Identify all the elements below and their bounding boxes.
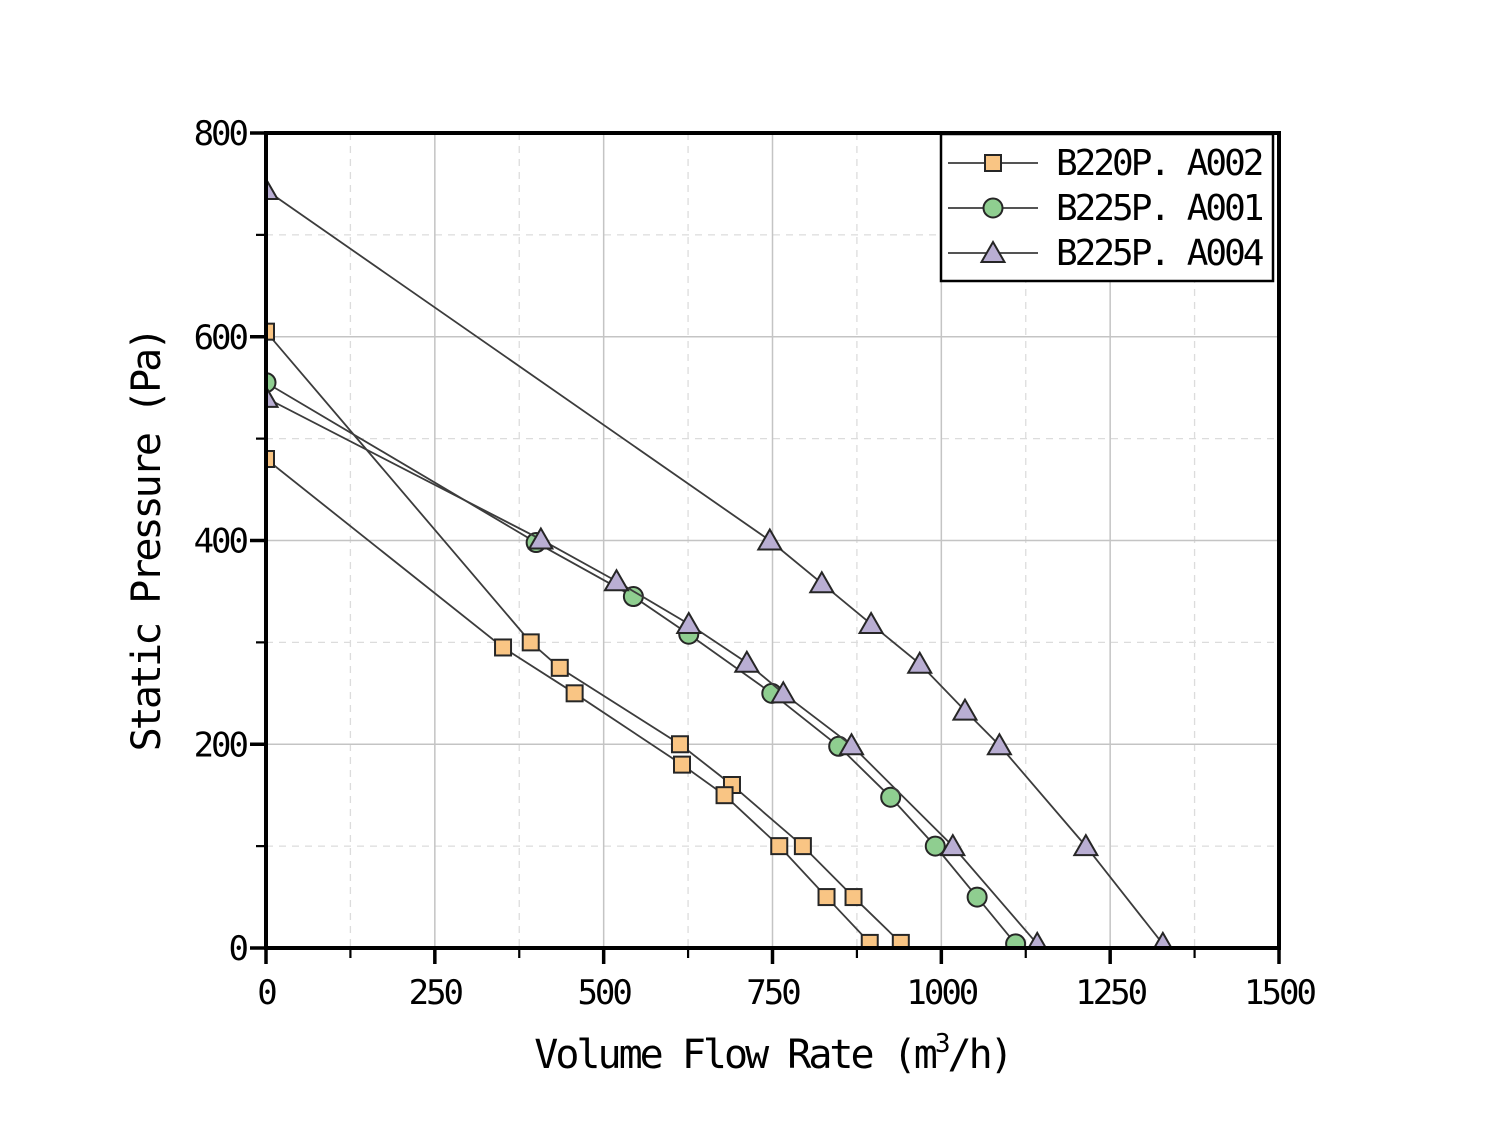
triangle-marker: [857, 611, 885, 635]
legend-label-b220p-a002: B220P. A002: [1056, 143, 1262, 184]
x-tick-label-500: 500: [577, 973, 631, 1013]
legend-entry-b225p-a001: B225P. A001: [948, 188, 1266, 229]
circle-marker: [880, 786, 902, 808]
circle-marker: [266, 372, 277, 394]
triangle-marker: [808, 570, 836, 594]
y-tick-label-800: 800: [194, 114, 248, 154]
circle-marker: [924, 835, 946, 857]
series-layer: [266, 177, 1173, 948]
x-tick-label-0: 0: [257, 973, 276, 1013]
circle-marker: [1005, 933, 1027, 948]
y-tick-label-400: 400: [194, 522, 248, 562]
triangle-marker: [1072, 833, 1100, 857]
triangle-marker: [675, 611, 702, 635]
triangle-marker: [266, 384, 280, 408]
triangle-marker: [603, 568, 630, 592]
series-b220p-a002: [266, 322, 910, 948]
triangle-marker: [1153, 930, 1173, 948]
circle-marker: [982, 197, 1004, 219]
x-tick-label-750: 750: [746, 973, 800, 1013]
x-tick-label-1000: 1000: [906, 973, 977, 1013]
legend-label-b225p-a004: B225P. A004: [1056, 233, 1263, 274]
square-marker: [844, 888, 863, 907]
triangle-marker: [770, 680, 797, 704]
square-marker: [266, 322, 275, 341]
series-b225p-a004: [266, 177, 1173, 948]
triangle-marker: [979, 239, 1007, 263]
x-tick-label-250: 250: [409, 973, 463, 1013]
square-marker: [817, 888, 836, 907]
square-marker: [860, 933, 879, 948]
triangle-marker: [986, 732, 1013, 756]
y-tick-label-0: 0: [229, 929, 248, 969]
square-marker: [673, 755, 692, 774]
square-marker: [494, 638, 513, 657]
y-tick-label-200: 200: [194, 725, 248, 765]
square-marker: [565, 684, 584, 703]
triangle-marker: [838, 732, 865, 756]
square-marker: [715, 786, 734, 805]
triangle-marker: [527, 526, 555, 550]
square-marker: [670, 735, 689, 754]
square-marker: [521, 633, 540, 652]
circle-marker: [966, 886, 988, 908]
x-axis-title: Volume Flow Rate (m3/h): [534, 1029, 1010, 1078]
square-marker: [984, 154, 1002, 172]
x-tick-label-1250: 1250: [1075, 973, 1146, 1013]
square-marker: [266, 450, 275, 468]
triangle-marker: [733, 649, 761, 673]
triangle-marker: [951, 697, 979, 721]
legend-label-b225p-a001: B225P. A001: [1056, 188, 1263, 229]
triangle-marker: [266, 177, 280, 201]
legend-entry-b225p-a004: B225P. A004: [948, 233, 1266, 274]
triangle-marker: [906, 650, 933, 674]
triangle-marker: [1027, 930, 1048, 948]
axis-ticks: [250, 131, 1281, 964]
triangle-marker: [756, 527, 784, 551]
plot-border: [264, 131, 1281, 950]
square-marker: [793, 837, 812, 856]
series-line-b225p-a001-1: [266, 381, 1017, 945]
triangle-marker: [939, 833, 967, 857]
x-tick-label-1500: 1500: [1244, 973, 1315, 1013]
grid-major: [266, 133, 1279, 948]
y-axis-title: Static Pressure (Pa): [124, 330, 170, 752]
square-marker: [891, 933, 910, 948]
y-tick-label-600: 600: [194, 318, 248, 358]
square-marker: [770, 837, 789, 856]
square-marker: [550, 658, 569, 677]
legend-entry-b220p-a002: B220P. A002: [948, 143, 1265, 184]
